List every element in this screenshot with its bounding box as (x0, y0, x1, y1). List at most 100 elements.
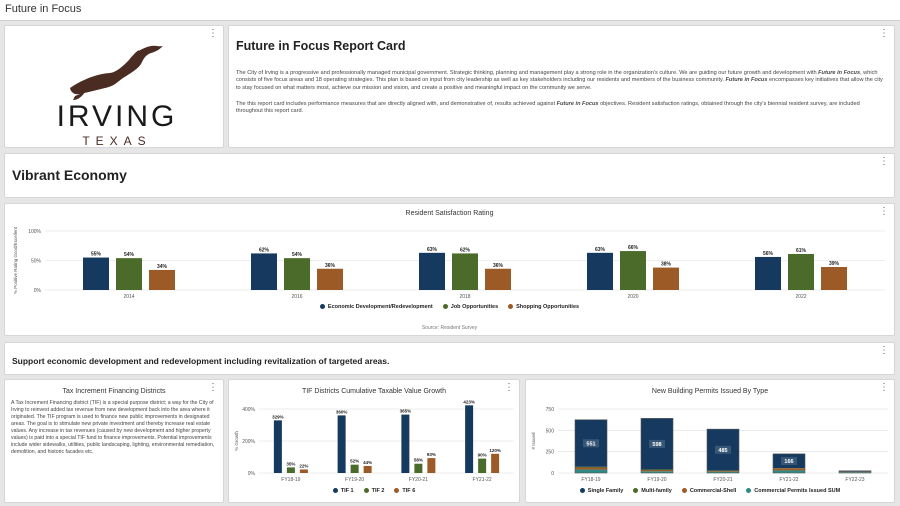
y-tick-label: 750 (546, 407, 555, 413)
bar-outline (772, 453, 806, 474)
legend-label: TIF 6 (402, 488, 416, 494)
permits-chart: 0 250 500 750 # Issued FY18-19 551 FY19-20 598 FY… (531, 407, 888, 483)
bar-outline (574, 419, 608, 474)
bar (641, 471, 673, 473)
x-tick-label: FY19-20 (647, 477, 666, 483)
data-label: 63% (595, 247, 606, 253)
tif-growth-chart-card: ⋮ TIF Districts Cumulative Taxable Value… (228, 379, 520, 503)
y-tick-label: 0% (34, 288, 42, 294)
legend-item: Shopping Opportunities (508, 304, 579, 310)
legend-label: Commercial Permits Issued SUM (754, 488, 841, 494)
bar-outline (838, 470, 872, 474)
x-tick-label: FY18-19 (281, 477, 300, 483)
y-tick-label: 500 (546, 428, 555, 434)
data-label: 36% (493, 263, 504, 269)
bar (575, 419, 607, 467)
legend-swatch (363, 488, 369, 493)
more-options-icon[interactable]: ⋮ (879, 156, 889, 167)
report-card-intro: ⋮ Future in Focus Report Card The City o… (228, 25, 895, 148)
chart-legend: Single Family Multi-family Commercial-Shel… (526, 488, 894, 494)
legend-item: Commercial-Shell (681, 488, 737, 494)
window-title: Future in Focus (5, 3, 82, 15)
bar (350, 464, 359, 473)
more-options-icon[interactable]: ⋮ (879, 28, 889, 39)
section-header-card: ⋮ Vibrant Economy (4, 153, 895, 198)
bar (575, 467, 607, 470)
satisfaction-chart: 0% 50% 100% % Positive Rating Good/Excellen… (13, 226, 885, 300)
legend-label: Multi-family (641, 488, 672, 494)
data-label-bg (583, 439, 599, 448)
chart-title: TIF Districts Cumulative Taxable Value G… (301, 388, 447, 395)
data-label: 166 (784, 459, 793, 465)
bar (707, 470, 739, 472)
bar (641, 469, 673, 471)
legend-swatch (579, 488, 585, 493)
bar (149, 269, 175, 290)
data-label: 44% (363, 460, 372, 465)
legend-swatch (332, 488, 338, 493)
data-label-bg (781, 456, 797, 465)
data-label: 38% (661, 262, 672, 268)
bar (839, 472, 871, 473)
data-label: 52% (350, 459, 359, 464)
y-axis-label: % Growth (234, 431, 239, 451)
more-options-icon[interactable]: ⋮ (879, 382, 889, 393)
legend-swatch (746, 488, 752, 493)
data-label: 365% (400, 409, 412, 414)
legend-swatch (319, 304, 325, 309)
bar (452, 253, 478, 290)
legend-label: Shopping Opportunities (516, 304, 580, 310)
bar (363, 465, 372, 473)
strategy-title: Support economic development and redevel… (12, 356, 390, 366)
legend-item: Commercial Permits Issued SUM (746, 488, 840, 494)
x-tick-label: 2016 (291, 294, 302, 300)
x-tick-label: FY21-22 (473, 477, 492, 483)
bar (821, 266, 847, 290)
data-label: 58% (414, 458, 423, 463)
legend-label: Job Opportunities (450, 304, 499, 310)
y-axis-label: % Positive Rating Good/Excellent (13, 226, 18, 294)
legend-label: Economic Development/Redevelopment (327, 304, 433, 310)
satisfaction-chart-card: ⋮ Resident Satisfaction Rating 0% 50% 100%… (4, 203, 895, 336)
chart-legend: Economic Development/Redevelopment Job Op… (5, 304, 894, 310)
bar (641, 418, 673, 470)
bar (491, 453, 500, 473)
window-titlebar: Future in Focus (0, 0, 900, 21)
data-label: 62% (460, 247, 471, 253)
data-label: 35% (286, 461, 295, 466)
chart-title: Resident Satisfaction Rating (405, 210, 494, 217)
bar (317, 268, 343, 290)
more-options-icon[interactable]: ⋮ (208, 28, 218, 39)
bar (251, 253, 277, 290)
mustang-icon (70, 45, 163, 95)
more-options-icon[interactable]: ⋮ (879, 345, 889, 356)
legend-item: Multi-family (633, 488, 672, 494)
y-tick-label: 250 (546, 450, 555, 456)
report-paragraph-1: The City of Irving is a progressive and … (236, 70, 883, 91)
chart-title: New Building Permits Issued By Type (651, 388, 769, 395)
bar (788, 254, 814, 290)
tif-info-card: ⋮ Tax Increment Financing Districts A Ta… (4, 379, 224, 503)
legend-swatch (681, 488, 687, 493)
bar (773, 470, 805, 473)
y-axis-label: # Issued (531, 432, 536, 450)
data-label: 485 (718, 448, 727, 454)
y-tick-label: 0% (248, 471, 256, 477)
logo-state: TEXAS (82, 134, 151, 148)
bar (337, 415, 346, 473)
legend-label: Commercial-Shell (689, 488, 737, 494)
data-label: 39% (829, 261, 840, 267)
data-label: 36% (325, 263, 336, 269)
more-options-icon[interactable]: ⋮ (208, 382, 218, 393)
more-options-icon[interactable]: ⋮ (879, 206, 889, 217)
data-label: 551 (586, 441, 595, 447)
chart-source: Source: Resident Survey (421, 325, 478, 331)
tif-info-body: A Tax Increment Financing district (TIF)… (11, 400, 215, 455)
more-options-icon[interactable]: ⋮ (504, 382, 514, 393)
data-label: 120% (489, 448, 501, 453)
legend-label: TIF 2 (371, 488, 385, 494)
data-label: 63% (427, 247, 438, 253)
irving-logo: IRVING TEXAS (57, 45, 174, 148)
bar (465, 405, 474, 473)
data-label: 360% (336, 409, 348, 414)
